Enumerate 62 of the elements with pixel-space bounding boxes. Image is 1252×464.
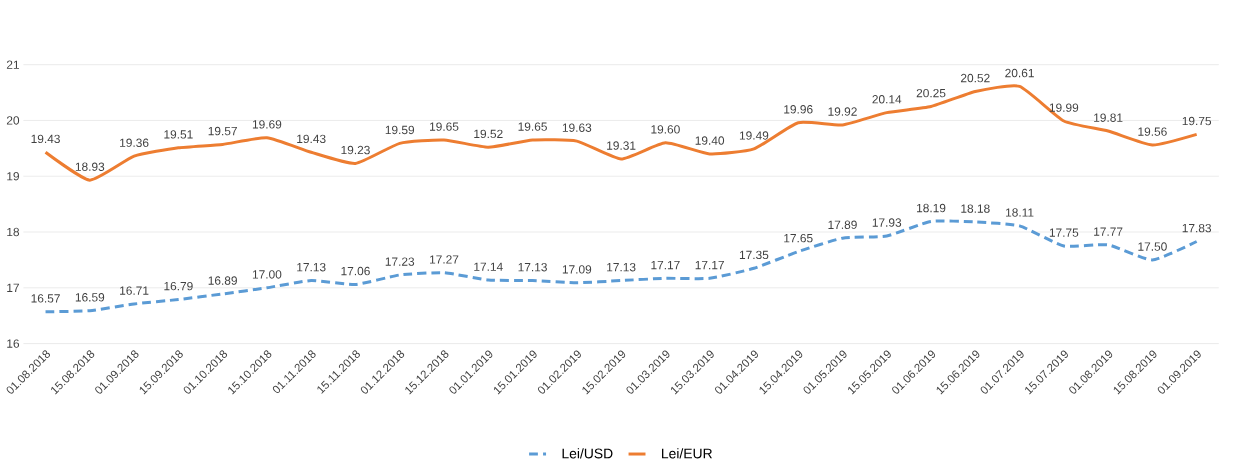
- legend-label: Lei/EUR: [662, 448, 712, 459]
- data-label: 20.61: [1005, 68, 1034, 78]
- data-label: 17.65: [784, 234, 813, 243]
- data-label: 18.11: [1006, 208, 1034, 217]
- data-label: 19.43: [297, 134, 326, 144]
- data-label: 16.89: [208, 276, 237, 285]
- data-label: 19.81: [1094, 113, 1123, 122]
- data-label: 19.51: [164, 130, 193, 139]
- data-label: 18.18: [961, 204, 990, 213]
- data-label: 19.96: [784, 105, 813, 114]
- data-label: 19.99: [1049, 103, 1079, 112]
- data-label: 17.75: [1049, 228, 1079, 237]
- y-tick-label: 19: [7, 172, 19, 181]
- data-label: 17.27: [430, 255, 459, 264]
- data-label: 19.60: [651, 125, 680, 134]
- data-label: 19.52: [474, 129, 503, 139]
- data-label: 19.65: [518, 122, 547, 131]
- data-label: 17.23: [385, 257, 415, 266]
- data-label: 17.93: [872, 218, 902, 227]
- data-label: 17.17: [695, 261, 724, 270]
- data-label: 17.83: [1182, 223, 1212, 233]
- data-label: 20.52: [960, 73, 990, 83]
- data-label: 18.93: [75, 162, 105, 172]
- data-label: 16.79: [164, 282, 193, 291]
- data-label: 19.63: [562, 123, 592, 132]
- data-label: 17.89: [828, 220, 857, 230]
- y-tick-label: 18: [7, 227, 20, 237]
- data-label: 16.57: [31, 294, 60, 303]
- data-label: 19.65: [430, 122, 459, 131]
- data-label: 19.49: [739, 131, 769, 140]
- data-label: 19.40: [695, 136, 725, 145]
- data-label: 20.25: [916, 88, 946, 98]
- y-tick-label: 21: [6, 60, 19, 69]
- data-label: 17.13: [297, 263, 326, 272]
- data-label: 19.31: [607, 141, 636, 150]
- data-label: 19.75: [1182, 116, 1212, 126]
- data-label: 17.13: [607, 263, 636, 272]
- data-label: 20.14: [872, 95, 902, 104]
- data-label: 19.23: [341, 145, 370, 155]
- y-tick-label: 16: [7, 339, 20, 348]
- y-tick-label: 17: [7, 283, 19, 292]
- data-label: 17.09: [562, 265, 592, 274]
- data-label: 17.00: [252, 270, 282, 279]
- data-label: 19.57: [208, 126, 237, 136]
- data-label: 19.92: [828, 107, 857, 116]
- legend-label: Lei/USD: [562, 448, 613, 459]
- data-label: 17.14: [474, 262, 503, 271]
- data-label: 19.43: [31, 134, 60, 144]
- y-tick-label: 20: [6, 116, 20, 125]
- data-label: 16.71: [120, 286, 149, 295]
- data-label: 17.17: [651, 261, 680, 270]
- data-label: 19.56: [1138, 127, 1167, 136]
- data-label: 16.59: [75, 293, 105, 302]
- data-label: 17.77: [1094, 227, 1123, 236]
- data-label: 17.50: [1138, 242, 1167, 251]
- data-label: 17.13: [518, 263, 547, 272]
- data-label: 18.19: [917, 203, 946, 213]
- data-label: 19.69: [252, 120, 282, 129]
- data-label: 19.59: [385, 125, 415, 135]
- data-label: 19.36: [120, 138, 149, 148]
- data-label: 17.35: [739, 250, 769, 260]
- data-label: 17.06: [341, 266, 370, 276]
